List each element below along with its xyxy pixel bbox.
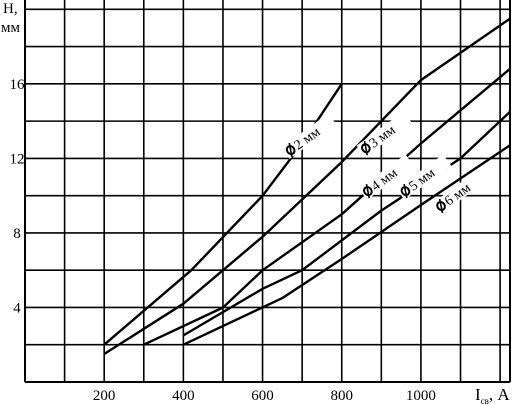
tick-labels: 200 400 600 800 1000 4 8 12 16 — [10, 77, 436, 404]
series-lines — [103, 17, 511, 356]
y-tick-label: 4 — [13, 300, 21, 316]
x-axis-label: Iсв, А — [475, 385, 510, 404]
diameter-icon — [285, 145, 296, 156]
series-line — [143, 67, 511, 346]
x-tick-label: 1000 — [406, 388, 436, 404]
diameter-icon — [363, 186, 373, 197]
x-axis-label-subscript: св — [481, 396, 489, 404]
series-label-background — [431, 169, 487, 215]
y-tick-label: 12 — [10, 151, 25, 167]
series-line — [103, 17, 511, 356]
series-line — [182, 110, 511, 337]
y-axis-label: H, — [3, 1, 18, 17]
x-axis-label-main: I — [475, 385, 481, 404]
diameter-icon-stroke — [363, 141, 369, 156]
diameter-icon — [361, 143, 371, 154]
grid — [24, 0, 511, 383]
diameter-icon-stroke — [288, 142, 293, 158]
x-axis-label-unit: , А — [489, 385, 511, 404]
diameter-icon-stroke — [365, 183, 371, 199]
diameter-icon — [436, 201, 446, 212]
x-tick-label: 600 — [251, 388, 274, 404]
y-axis-unit: мм — [1, 20, 20, 36]
series-label-background — [396, 154, 452, 200]
diameter-icon-stroke — [403, 183, 408, 199]
x-tick-label: 200 — [93, 388, 116, 404]
series-label-background — [358, 154, 414, 200]
diameter-icon — [400, 186, 411, 197]
x-tick-label: 400 — [172, 388, 195, 404]
x-tick-label: 800 — [330, 388, 353, 404]
diameter-icon-stroke — [438, 198, 444, 214]
series-label-background — [356, 111, 412, 157]
series-labels: 2 мм 3 мм4 мм 5 мм6 мм — [281, 111, 487, 215]
series-line — [182, 144, 511, 346]
y-tick-label: 8 — [13, 226, 21, 242]
y-tick-label: 16 — [10, 77, 26, 93]
series-label-background — [281, 113, 337, 159]
